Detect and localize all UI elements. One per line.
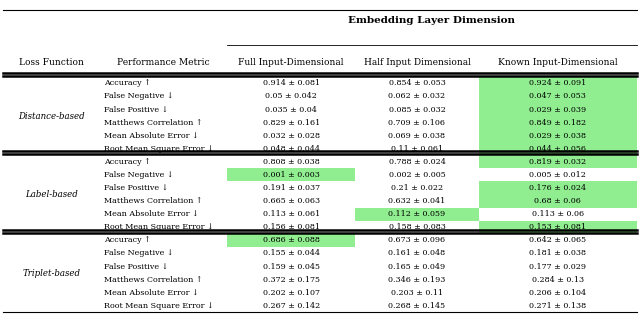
Text: 0.267 ± 0.142: 0.267 ± 0.142 [262,302,320,310]
Text: 0.271 ± 0.138: 0.271 ± 0.138 [529,302,586,310]
Text: 0.161 ± 0.048: 0.161 ± 0.048 [388,249,445,258]
Text: 0.632 ± 0.041: 0.632 ± 0.041 [388,197,445,205]
Text: Label-based: Label-based [25,190,77,199]
Bar [479,155,637,168]
Text: 0.156 ± 0.081: 0.156 ± 0.081 [262,223,320,231]
Bar [479,221,637,234]
Text: Root Mean Square Error ↓: Root Mean Square Error ↓ [104,302,214,310]
Text: 0.035 ± 0.04: 0.035 ± 0.04 [265,106,317,114]
Text: Distance-based: Distance-based [18,112,84,121]
Text: 0.159 ± 0.045: 0.159 ± 0.045 [262,263,320,271]
Text: Mean Absolute Error ↓: Mean Absolute Error ↓ [104,210,199,218]
Text: 0.849 ± 0.182: 0.849 ± 0.182 [529,119,586,127]
Text: False Negative ↓: False Negative ↓ [104,249,174,258]
Text: Matthews Correlation ↑: Matthews Correlation ↑ [104,276,203,284]
Text: 0.808 ± 0.038: 0.808 ± 0.038 [263,158,319,166]
Text: Mean Absolute Error ↓: Mean Absolute Error ↓ [104,289,199,297]
Bar [355,208,479,221]
Text: 0.924 ± 0.091: 0.924 ± 0.091 [529,79,586,88]
Text: 0.069 ± 0.038: 0.069 ± 0.038 [388,132,445,140]
Text: 0.165 ± 0.049: 0.165 ± 0.049 [388,263,445,271]
Text: 0.709 ± 0.106: 0.709 ± 0.106 [388,119,445,127]
Text: Root Mean Square Error ↓: Root Mean Square Error ↓ [104,223,214,231]
Text: Embedding Layer Dimension: Embedding Layer Dimension [349,16,515,25]
Text: 0.284 ± 0.13: 0.284 ± 0.13 [532,276,584,284]
Text: 0.21 ± 0.022: 0.21 ± 0.022 [391,184,443,192]
Text: 0.914 ± 0.081: 0.914 ± 0.081 [262,79,320,88]
Text: False Positive ↓: False Positive ↓ [104,106,169,114]
Text: 0.346 ± 0.193: 0.346 ± 0.193 [388,276,445,284]
Text: Mean Absolute Error ↓: Mean Absolute Error ↓ [104,132,199,140]
Text: 0.047 ± 0.053: 0.047 ± 0.053 [529,93,586,101]
Text: False Negative ↓: False Negative ↓ [104,93,174,101]
Text: Half Input Dimensional: Half Input Dimensional [364,58,470,67]
Text: Full Input-Dimensional: Full Input-Dimensional [239,58,344,67]
Text: 0.176 ± 0.024: 0.176 ± 0.024 [529,184,586,192]
Bar [479,142,637,155]
Text: 0.191 ± 0.037: 0.191 ± 0.037 [262,184,320,192]
Text: 0.665 ± 0.063: 0.665 ± 0.063 [262,197,320,205]
Bar [479,194,637,208]
Text: 0.202 ± 0.107: 0.202 ± 0.107 [262,289,320,297]
Text: 0.062 ± 0.032: 0.062 ± 0.032 [388,93,445,101]
Text: 0.002 ± 0.005: 0.002 ± 0.005 [388,171,445,179]
Text: 0.788 ± 0.024: 0.788 ± 0.024 [388,158,445,166]
Text: Root Mean Square Error ↓: Root Mean Square Error ↓ [104,145,214,153]
Text: 0.673 ± 0.096: 0.673 ± 0.096 [388,236,445,244]
Text: 0.048 ± 0.044: 0.048 ± 0.044 [262,145,320,153]
Bar [479,90,637,103]
Text: 0.854 ± 0.053: 0.854 ± 0.053 [388,79,445,88]
Text: 0.155 ± 0.044: 0.155 ± 0.044 [262,249,320,258]
Text: 0.029 ± 0.038: 0.029 ± 0.038 [529,132,586,140]
Bar [227,168,355,181]
Text: 0.11 ± 0.061: 0.11 ± 0.061 [391,145,443,153]
Text: 0.113 ± 0.061: 0.113 ± 0.061 [262,210,320,218]
Text: Loss Function: Loss Function [19,58,84,67]
Text: Accuracy ↑: Accuracy ↑ [104,158,151,166]
Text: 0.829 ± 0.161: 0.829 ± 0.161 [262,119,320,127]
Text: 0.005 ± 0.012: 0.005 ± 0.012 [529,171,586,179]
Bar [479,116,637,129]
Text: 0.029 ± 0.039: 0.029 ± 0.039 [529,106,586,114]
Text: 0.642 ± 0.065: 0.642 ± 0.065 [529,236,586,244]
Text: Performance Metric: Performance Metric [117,58,209,67]
Bar [227,234,355,247]
Text: 0.112 ± 0.059: 0.112 ± 0.059 [388,210,445,218]
Text: 0.113 ± 0.06: 0.113 ± 0.06 [532,210,584,218]
Text: 0.032 ± 0.028: 0.032 ± 0.028 [262,132,320,140]
Text: 0.001 ± 0.003: 0.001 ± 0.003 [263,171,319,179]
Text: Known Input-Dimensional: Known Input-Dimensional [498,58,618,67]
Text: Accuracy ↑: Accuracy ↑ [104,236,151,244]
Text: False Positive ↓: False Positive ↓ [104,263,169,271]
Text: 0.044 ± 0.056: 0.044 ± 0.056 [529,145,586,153]
Text: 0.268 ± 0.145: 0.268 ± 0.145 [388,302,445,310]
Bar [479,181,637,194]
Text: Accuracy ↑: Accuracy ↑ [104,79,151,88]
Text: 0.819 ± 0.032: 0.819 ± 0.032 [529,158,586,166]
Text: 0.153 ± 0.081: 0.153 ± 0.081 [529,223,586,231]
Text: 0.203 ± 0.11: 0.203 ± 0.11 [391,289,443,297]
Text: 0.085 ± 0.032: 0.085 ± 0.032 [388,106,445,114]
Text: 0.206 ± 0.104: 0.206 ± 0.104 [529,289,586,297]
Text: False Positive ↓: False Positive ↓ [104,184,169,192]
Text: Matthews Correlation ↑: Matthews Correlation ↑ [104,119,203,127]
Bar [479,129,637,142]
Text: 0.05 ± 0.042: 0.05 ± 0.042 [265,93,317,101]
Bar [479,77,637,90]
Text: 0.686 ± 0.088: 0.686 ± 0.088 [263,236,319,244]
Text: 0.158 ± 0.083: 0.158 ± 0.083 [388,223,445,231]
Text: Matthews Correlation ↑: Matthews Correlation ↑ [104,197,203,205]
Text: 0.68 ± 0.06: 0.68 ± 0.06 [534,197,581,205]
Text: Triplet-based: Triplet-based [22,269,80,278]
Text: 0.372 ± 0.175: 0.372 ± 0.175 [262,276,320,284]
Text: 0.181 ± 0.038: 0.181 ± 0.038 [529,249,586,258]
Bar [479,103,637,116]
Text: 0.177 ± 0.029: 0.177 ± 0.029 [529,263,586,271]
Text: False Negative ↓: False Negative ↓ [104,171,174,179]
